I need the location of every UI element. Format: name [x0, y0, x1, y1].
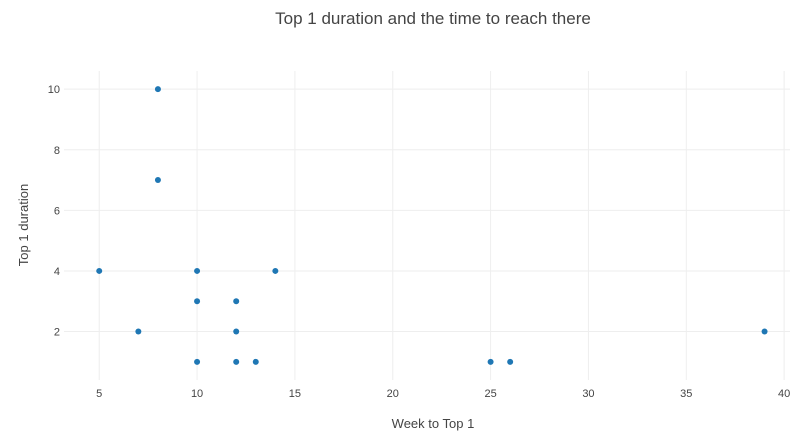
- y-axis-title: Top 1 duration: [16, 184, 31, 266]
- scatter-point[interactable]: [233, 328, 240, 335]
- scatter-point[interactable]: [487, 358, 494, 365]
- scatter-point[interactable]: [135, 328, 142, 335]
- y-tick-label: 2: [54, 327, 60, 339]
- y-tick-labels: 2 4 6 8 10: [48, 84, 60, 338]
- scatter-point[interactable]: [233, 298, 240, 305]
- scatter-point[interactable]: [96, 267, 103, 274]
- y-tick-label: 6: [54, 205, 60, 217]
- x-tick-label: 30: [582, 388, 594, 400]
- data-points: [96, 86, 768, 365]
- x-tick-label: 10: [191, 388, 203, 400]
- x-tick-labels: 5 10 15 20 25 30 35 40: [96, 388, 790, 400]
- scatter-point[interactable]: [194, 267, 201, 274]
- scatter-point[interactable]: [233, 358, 240, 365]
- scatter-point[interactable]: [252, 358, 259, 365]
- scatter-point[interactable]: [272, 267, 279, 274]
- x-tick-label: 5: [96, 388, 102, 400]
- x-gridlines: [98, 71, 785, 380]
- x-tick-label: 15: [289, 388, 301, 400]
- x-tick-label: 35: [680, 388, 692, 400]
- x-axis-title: Week to Top 1: [392, 416, 475, 431]
- x-tick-label: 20: [387, 388, 399, 400]
- x-tick-label: 40: [778, 388, 790, 400]
- y-tick-label: 8: [54, 145, 60, 157]
- scatter-point[interactable]: [154, 177, 161, 184]
- scatter-point[interactable]: [194, 358, 201, 365]
- y-tick-label: 4: [54, 266, 60, 278]
- y-gridlines: [64, 88, 790, 333]
- y-tick-label: 10: [48, 84, 60, 96]
- scatter-point[interactable]: [761, 328, 768, 335]
- chart-title: Top 1 duration and the time to reach the…: [275, 9, 591, 28]
- scatter-point[interactable]: [154, 86, 161, 93]
- scatter-point[interactable]: [194, 298, 201, 305]
- scatter-point[interactable]: [507, 358, 514, 365]
- x-tick-label: 25: [484, 388, 496, 400]
